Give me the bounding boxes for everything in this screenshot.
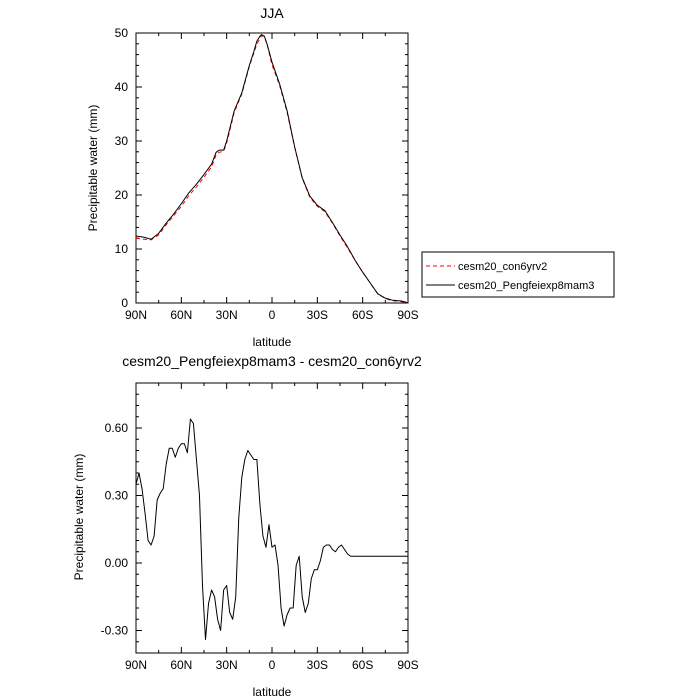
series-line-1: [135, 418, 408, 640]
y-tick-label: 0: [121, 296, 128, 310]
y-tick-label: 20: [115, 188, 129, 202]
y-tick-label: 0.60: [105, 421, 129, 435]
difference-chart-title: cesm20_Pengfeiexp8mam3 - cesm20_con6yrv2: [122, 353, 422, 369]
y-axis-label: Precipitable water (mm): [72, 454, 86, 581]
legend: cesm20_con6yrv2 cesm20_Pengfeiexp8mam3: [421, 251, 615, 298]
x-tick-label: 60N: [170, 658, 192, 672]
x-tick-label: 90S: [397, 308, 418, 322]
y-tick-label: 0.30: [105, 489, 129, 503]
x-tick-label: 30S: [307, 658, 328, 672]
plot-area: 90N 60N 30N 0 30S 60S 90S 0 10 20 30 40 50: [115, 26, 419, 322]
y-tick-label: 10: [115, 242, 129, 256]
x-tick-label: 30N: [216, 658, 238, 672]
x-tick-label: 60S: [352, 308, 373, 322]
panel-bottom: cesm20_Pengfeiexp8mam3 - cesm20_con6yrv2…: [72, 353, 422, 699]
x-tick-label: 90S: [397, 658, 418, 672]
x-tick-label: 0: [269, 658, 276, 672]
plot-area: 90N 60N 30N 0 30S 60S 90S -0.30 0.00 0.30 0.60: [101, 382, 419, 672]
y-tick-label: 30: [115, 134, 129, 148]
x-tick-label: 60N: [170, 308, 192, 322]
x-tick-label: 30S: [307, 308, 328, 322]
y-tick-label: 40: [115, 80, 129, 94]
y-tick-label: 50: [115, 26, 129, 40]
y-tick-label: 0.00: [105, 556, 129, 570]
plot-frame: [135, 32, 409, 304]
x-axis-label: latitude: [253, 335, 292, 349]
x-tick-label: 90N: [125, 308, 147, 322]
y-axis-label: Precipitable water (mm): [86, 105, 100, 232]
x-axis-label: latitude: [253, 685, 292, 699]
x-tick-label: 90N: [125, 658, 147, 672]
x-tick-label: 30N: [216, 308, 238, 322]
x-tick-label: 0: [269, 308, 276, 322]
x-tick-label: 60S: [352, 658, 373, 672]
plot-frame: [135, 382, 409, 654]
chart-title: JJA: [260, 5, 284, 21]
panel-top: JJA 90N 60N 30N 0 30S 60S 90S 0 10 20 30 40 50 latit…: [86, 5, 419, 349]
series-line-1: [135, 35, 409, 304]
legend-box: [421, 251, 615, 298]
y-tick-label: -0.30: [101, 624, 129, 638]
legend-label-pengfeiexp8mam3: cesm20_Pengfeiexp8mam3: [458, 280, 594, 292]
legend-label-con6yrv2: cesm20_con6yrv2: [458, 261, 547, 273]
series-line-2: [135, 34, 409, 304]
